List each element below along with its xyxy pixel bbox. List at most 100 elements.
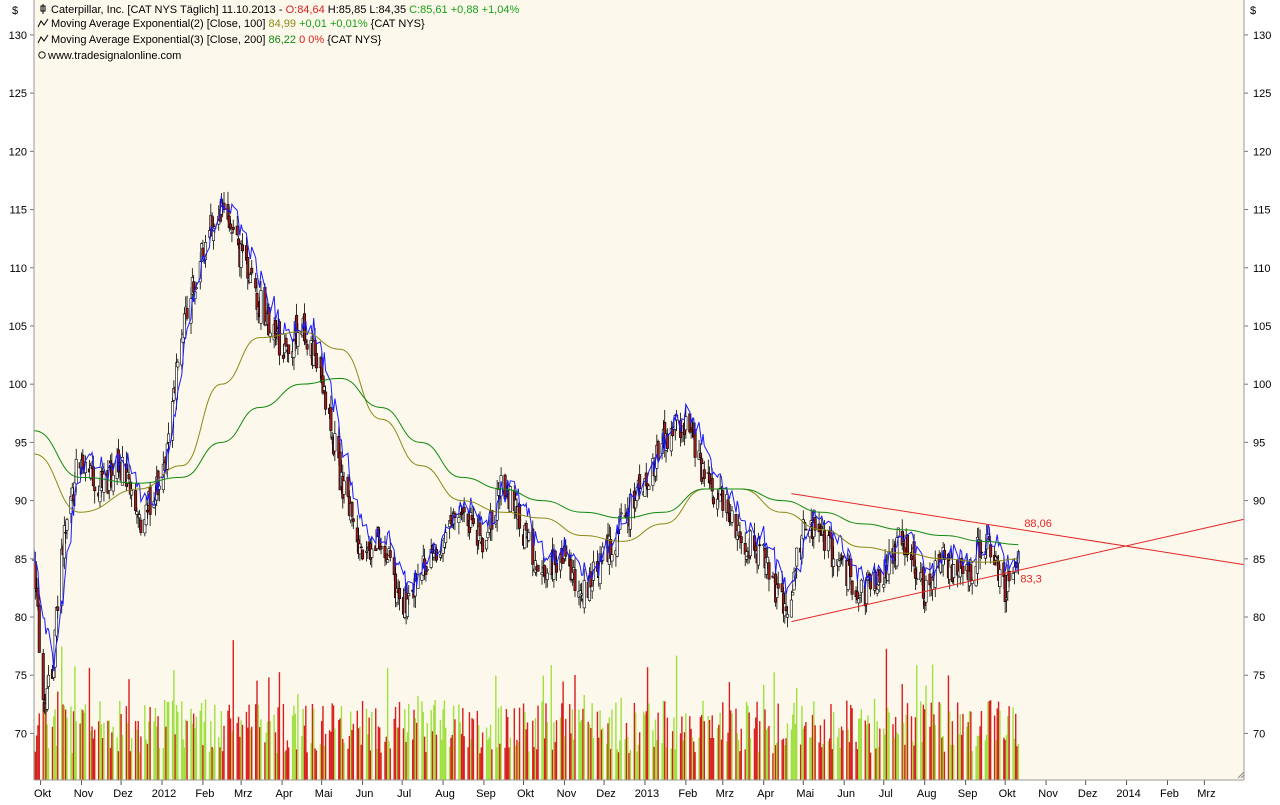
legend-ema200-name: Moving Average Exponential(3) [Close, 20… (51, 34, 268, 46)
y-tick-label-right: 95 (1253, 437, 1265, 449)
candle (235, 215, 239, 237)
candle (767, 559, 771, 592)
candle (582, 568, 586, 614)
x-tick-label: Nov (74, 788, 94, 800)
legend-ema100-change-pct: +0,01% (330, 18, 368, 30)
y-tick-label-right: 105 (1253, 321, 1271, 333)
x-tick-label: Mai (315, 788, 333, 800)
candle (93, 486, 97, 504)
x-tick-label: Okt (999, 788, 1016, 800)
candle (647, 483, 651, 490)
y-tick-label-left: 120 (9, 146, 27, 158)
legend-instrument-name: Caterpillar, Inc. [CAT NYS Täglich] 11.1… (51, 4, 286, 16)
legend-ema200[interactable]: Moving Average Exponential(3) [Close, 20… (37, 34, 382, 46)
currency-right: $ (1250, 5, 1256, 17)
candle (127, 463, 131, 481)
candle (359, 543, 363, 549)
candle (524, 520, 528, 539)
x-axis: Okt Nov Dez 2012 Feb Mrz Apr Mai Jun Jul Aug Sep Okt… (34, 780, 1216, 800)
candle (246, 256, 250, 290)
x-tick-label: Aug (435, 788, 455, 800)
plot-area[interactable] (34, 0, 1244, 780)
x-tick-label: Jul (879, 788, 893, 800)
candle (379, 537, 383, 555)
line-icon (37, 18, 49, 28)
y-tick-label-right: 115 (1253, 205, 1271, 217)
candle (37, 602, 41, 653)
svg-text:Caterpillar, Inc. [CAT NYS Tä: Caterpillar, Inc. [CAT NYS Täglich] 11.1… (51, 4, 519, 16)
legend-low: L:84,35 (369, 4, 406, 16)
x-tick-label: Mrz (716, 788, 734, 800)
candle (739, 531, 743, 555)
resize-grip-icon[interactable] (1237, 771, 1245, 779)
line-icon (37, 34, 49, 44)
candle (478, 511, 482, 536)
candle (230, 228, 234, 243)
candle (305, 339, 309, 356)
legend-open: O:84,64 (286, 4, 325, 16)
legend-instrument[interactable]: Caterpillar, Inc. [CAT NYS Täglich] 11.1… (40, 4, 519, 16)
candle (619, 503, 623, 518)
x-tick-label: Nov (557, 788, 577, 800)
legend-ema200-value: 86,22 (268, 34, 296, 46)
support-level-label: 83,3 (1020, 574, 1041, 586)
legend-watermark: www.tradesignalonline.com (38, 50, 181, 62)
candle (590, 581, 594, 599)
legend-close: C:85,61 (409, 4, 448, 16)
x-tick-label: Okt (34, 788, 51, 800)
resistance-level-label: 88,06 (1024, 518, 1052, 530)
candle (130, 482, 134, 507)
y-tick-label-right: 130 (1253, 30, 1271, 42)
x-tick-label: Feb (195, 788, 214, 800)
candle (314, 342, 318, 373)
x-tick-label: 2012 (152, 788, 176, 800)
candle (240, 233, 244, 254)
candle (47, 665, 51, 689)
candle (248, 272, 252, 283)
candle (726, 497, 730, 515)
candle (656, 439, 660, 460)
candle (702, 460, 706, 487)
x-tick-label: 2013 (635, 788, 659, 800)
x-tick-label: Dez (113, 788, 133, 800)
candle (370, 536, 374, 568)
candle (324, 385, 328, 416)
y-axis-right: 70 75 80 85 90 95 100 105 110 115 120 125 130 (1244, 30, 1271, 740)
y-tick-label-left: 115 (9, 205, 27, 217)
candle (329, 395, 333, 439)
y-tick-label-right: 110 (1253, 263, 1271, 275)
candle (250, 260, 254, 276)
legend-ema100[interactable]: Moving Average Exponential(2) [Close, 10… (37, 18, 425, 30)
resistance-trendline[interactable] (791, 493, 1245, 566)
copyright-icon (38, 51, 46, 59)
candle (333, 420, 337, 462)
candle (405, 593, 409, 620)
y-tick-label-left: 100 (9, 379, 27, 391)
candle (712, 495, 716, 508)
indicator-lines (33, 195, 1019, 672)
candle (471, 506, 475, 527)
y-tick-label-right: 125 (1253, 88, 1271, 100)
candle (545, 568, 549, 588)
ema200-line (33, 377, 1019, 546)
candle (485, 539, 489, 552)
legend-ema100-name: Moving Average Exponential(2) [Close, 10… (51, 18, 268, 30)
x-tick-label: Apr (757, 788, 774, 800)
candle (878, 568, 882, 593)
candle (758, 535, 762, 548)
candle (573, 557, 577, 598)
y-tick-label-left: 95 (15, 437, 27, 449)
x-tick-label: Sep (476, 788, 496, 800)
y-tick-label-left: 70 (15, 728, 27, 740)
candle (795, 547, 799, 579)
trendlines[interactable]: 88,06 83,3 (791, 493, 1245, 623)
support-trendline[interactable] (791, 518, 1245, 623)
candle (1007, 567, 1011, 588)
candle (407, 585, 411, 605)
y-tick-label-left: 110 (9, 263, 27, 275)
legend-ema100-symbol: {CAT NYS} (371, 18, 425, 30)
candle (229, 219, 233, 231)
price-candles (32, 191, 1020, 715)
candle (665, 428, 669, 453)
